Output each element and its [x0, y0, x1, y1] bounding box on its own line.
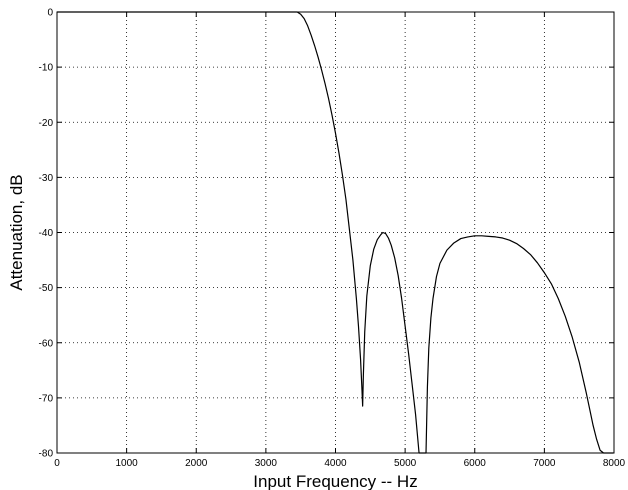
- x-axis-title: Input Frequency -- Hz: [253, 472, 417, 490]
- x-tick-label: 4000: [324, 458, 347, 469]
- y-tick-label: -10: [39, 63, 54, 74]
- y-tick-label: 0: [47, 8, 53, 19]
- x-tick-label: 0: [54, 458, 60, 469]
- y-tick-label: -50: [39, 283, 54, 294]
- x-tick-label: 5000: [394, 458, 417, 469]
- y-tick-label: -60: [39, 338, 54, 349]
- x-tick-label: 2000: [185, 458, 208, 469]
- x-tick-label: 1000: [116, 458, 139, 469]
- series-line: [57, 11, 614, 454]
- y-axis-title: Attenuation, dB: [7, 174, 26, 290]
- plot-frame: [56, 11, 615, 454]
- y-tick-label: -70: [39, 393, 54, 404]
- x-tick-label: 7000: [533, 458, 556, 469]
- series-layer: [57, 11, 614, 454]
- y-tick-label: -80: [39, 449, 54, 460]
- x-tick-label: 3000: [255, 458, 278, 469]
- y-tick-label: -30: [39, 173, 54, 184]
- y-ticks: 0 -10 -20 -30 -40 -50 -60 -70 -80: [39, 8, 614, 460]
- x-tick-label: 6000: [464, 458, 487, 469]
- y-tick-label: -40: [39, 228, 54, 239]
- x-tick-label: 8000: [603, 458, 626, 469]
- y-tick-label: -20: [39, 118, 54, 129]
- grid: [57, 12, 614, 453]
- x-ticks: 0 1000 2000 3000 4000 5000 6000 7000 8000: [54, 12, 626, 469]
